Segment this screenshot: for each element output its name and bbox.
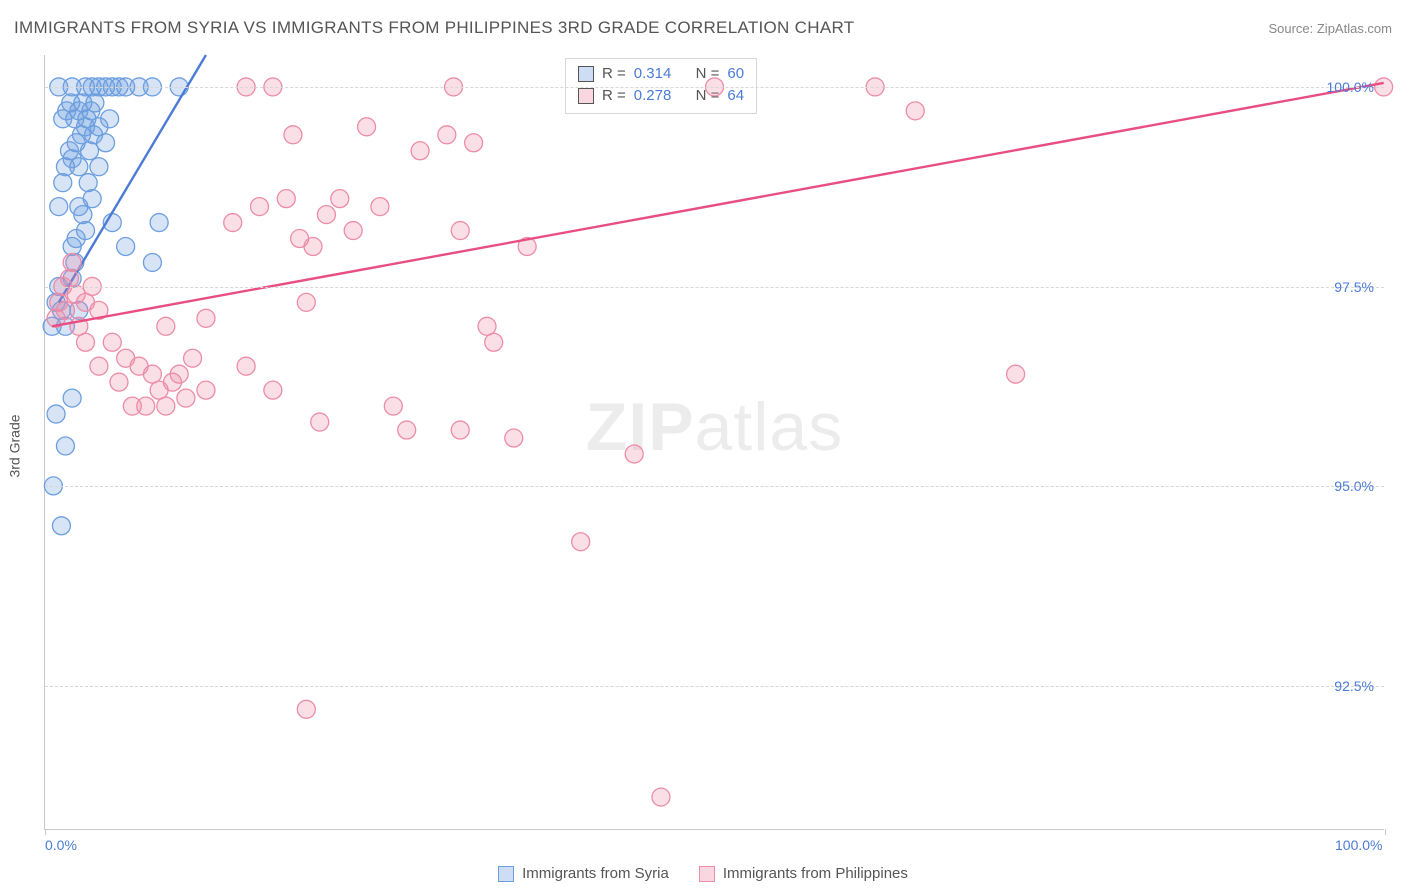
data-point-philippines [170,365,188,383]
xtick-label: 100.0% [1335,837,1382,853]
data-point-philippines [625,445,643,463]
data-point-syria [150,214,168,232]
data-point-syria [90,158,108,176]
data-point-philippines [77,333,95,351]
data-point-philippines [157,397,175,415]
data-point-philippines [177,389,195,407]
data-point-philippines [451,421,469,439]
data-point-philippines [572,533,590,551]
data-point-philippines [344,222,362,240]
data-point-philippines [485,333,503,351]
data-point-philippines [60,269,78,287]
plot-area: ZIPatlas R = 0.314 N = 60 R = 0.278 N = … [44,55,1384,830]
legend-label: Immigrants from Philippines [723,865,908,882]
gridline [45,686,1384,687]
data-point-syria [143,253,161,271]
data-point-philippines [411,142,429,160]
data-point-philippines [331,190,349,208]
legend-swatch-blue [498,866,514,882]
data-point-syria [74,206,92,224]
data-point-syria [54,174,72,192]
data-point-philippines [110,373,128,391]
source-prefix: Source: [1268,21,1316,36]
data-point-philippines [297,293,315,311]
data-point-philippines [103,333,121,351]
source-link[interactable]: ZipAtlas.com [1317,21,1392,36]
data-point-philippines [358,118,376,136]
data-point-philippines [906,102,924,120]
data-point-philippines [297,700,315,718]
data-point-syria [81,142,99,160]
data-point-philippines [277,190,295,208]
gridline [45,486,1384,487]
data-point-syria [47,405,65,423]
data-point-philippines [237,357,255,375]
data-point-philippines [438,126,456,144]
data-point-philippines [264,381,282,399]
data-point-philippines [224,214,242,232]
data-point-philippines [150,381,168,399]
data-point-philippines [63,253,81,271]
data-point-philippines [465,134,483,152]
data-point-philippines [451,222,469,240]
data-point-syria [117,238,135,256]
data-point-philippines [317,206,335,224]
data-point-philippines [56,301,74,319]
data-point-syria [86,94,104,112]
gridline [45,287,1384,288]
y-axis-label: 3rd Grade [6,414,22,477]
legend-item-syria: Immigrants from Syria [498,865,669,882]
data-point-philippines [197,309,215,327]
ytick-label: 97.5% [1334,279,1374,295]
data-point-philippines [652,788,670,806]
bottom-legend: Immigrants from Syria Immigrants from Ph… [0,865,1406,882]
data-point-syria [97,134,115,152]
gridline [45,87,1384,88]
data-point-syria [77,222,95,240]
data-point-philippines [1007,365,1025,383]
ytick-label: 95.0% [1334,478,1374,494]
chart-title: IMMIGRANTS FROM SYRIA VS IMMIGRANTS FROM… [14,18,854,38]
data-point-philippines [311,413,329,431]
title-bar: IMMIGRANTS FROM SYRIA VS IMMIGRANTS FROM… [14,18,1392,38]
ytick-label: 92.5% [1334,678,1374,694]
data-point-philippines [384,397,402,415]
data-point-syria [50,198,68,216]
data-point-philippines [478,317,496,335]
xtick-label: 0.0% [45,837,77,853]
data-point-syria [101,110,119,128]
data-point-philippines [505,429,523,447]
data-point-syria [56,437,74,455]
data-point-philippines [371,198,389,216]
data-point-syria [52,517,70,535]
data-point-philippines [197,381,215,399]
xtick-mark [45,829,46,835]
source-attribution: Source: ZipAtlas.com [1268,21,1392,36]
data-point-syria [83,190,101,208]
data-point-philippines [304,238,322,256]
data-point-philippines [137,397,155,415]
legend-label: Immigrants from Syria [522,865,669,882]
legend-item-philippines: Immigrants from Philippines [699,865,908,882]
data-point-philippines [143,365,161,383]
ytick-label: 100.0% [1327,79,1374,95]
data-point-syria [70,158,88,176]
data-point-philippines [184,349,202,367]
data-point-syria [63,389,81,407]
scatter-svg [45,55,1384,829]
data-point-philippines [250,198,268,216]
data-point-philippines [157,317,175,335]
legend-swatch-pink [699,866,715,882]
data-point-syria [79,174,97,192]
xtick-mark [1385,829,1386,835]
data-point-philippines [284,126,302,144]
data-point-philippines [398,421,416,439]
data-point-philippines [90,357,108,375]
